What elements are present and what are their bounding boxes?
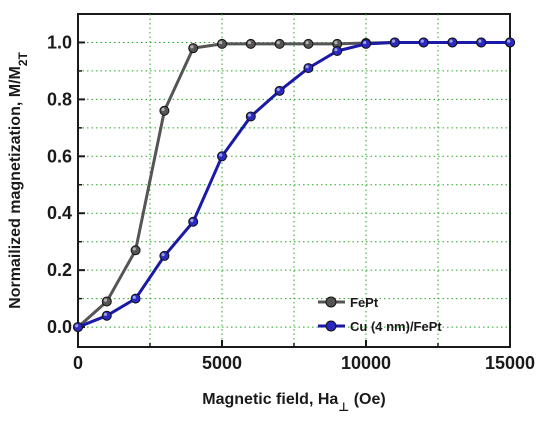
data-point-cu-fept [73, 322, 83, 333]
data-point-cu-fept [389, 37, 400, 48]
data-point-highlight-cu-fept [507, 39, 511, 43]
legend-marker-cu-fept [325, 320, 337, 332]
y-tick-label: 0.8 [47, 89, 72, 109]
data-point-highlight-cu-fept [103, 312, 108, 316]
data-point-fept [130, 245, 141, 256]
data-point-fept [274, 38, 285, 49]
data-point-highlight-fept [103, 298, 108, 302]
data-point-highlight-cu-fept [334, 48, 338, 52]
legend-label-fept: FePt [350, 295, 379, 310]
data-point-cu-fept [101, 310, 112, 321]
data-point-cu-fept [245, 111, 256, 122]
data-point-cu-fept [303, 63, 314, 74]
data-point-highlight-fept [334, 40, 338, 45]
legend-label-cu-fept: Cu (4 nm)/FePt [350, 319, 442, 334]
data-point-highlight-fept [247, 40, 252, 45]
data-point-highlight-cu-fept [305, 65, 309, 69]
data-point-highlight-fept [276, 40, 280, 45]
data-point-cu-fept [274, 85, 285, 96]
y-tick-label: 0.4 [47, 203, 72, 223]
y-axis-title: Normailized magnetization, M/M2T [7, 51, 30, 308]
data-point-cu-fept [447, 37, 458, 48]
data-point-cu-fept [159, 250, 170, 261]
data-point-highlight-fept [161, 107, 165, 112]
data-point-highlight-cu-fept [247, 113, 252, 117]
y-axis-title-sub: 2T [16, 51, 30, 66]
data-point-highlight-cu-fept [132, 295, 136, 299]
x-axis-title-main: Magnetic field, Ha [202, 391, 338, 408]
data-point-highlight-cu-fept [391, 39, 396, 43]
data-point-cu-fept [188, 216, 199, 227]
data-point-cu-fept [130, 293, 141, 304]
axis-ticks: 0 5000 10000 15000 0.0 0.2 0.4 0.6 0.8 1.0 [47, 32, 535, 373]
data-point-highlight-cu-fept [449, 39, 453, 43]
x-tick-label: 15000 [485, 353, 535, 373]
y-axis-title-main: Normailized magnetization, M/M [7, 66, 24, 309]
y-tick-label: 0.0 [47, 317, 72, 337]
data-point-cu-fept [361, 38, 371, 49]
data-point-cu-fept [418, 37, 429, 48]
data-point-highlight-fept [219, 40, 223, 45]
data-point-fept [159, 105, 170, 116]
data-point-cu-fept [476, 37, 487, 48]
data-point-highlight-cu-fept [190, 218, 194, 223]
y-tick-label: 0.6 [47, 146, 72, 166]
y-tick-label: 1.0 [47, 32, 72, 52]
x-axis-title: Magnetic field, Ha⊥ (Oe) [202, 391, 385, 414]
data-point-highlight-cu-fept [420, 39, 424, 43]
data-point-cu-fept [217, 151, 227, 162]
x-axis-title-symbol: ⊥ [338, 400, 349, 414]
data-point-highlight-fept [190, 45, 194, 49]
x-tick-label: 0 [73, 353, 83, 373]
data-point-fept [188, 43, 199, 54]
data-point-highlight-cu-fept [161, 253, 165, 257]
data-series [73, 37, 515, 333]
data-point-fept [217, 38, 227, 49]
grid-lines [78, 14, 510, 347]
x-axis-title-unit: (Oe) [349, 391, 385, 408]
data-point-highlight-fept [132, 247, 136, 251]
data-point-highlight-fept [305, 40, 309, 45]
data-point-fept [303, 38, 314, 49]
legend: FePt Cu (4 nm)/FePt [318, 295, 442, 334]
data-point-cu-fept [505, 37, 515, 48]
data-point-highlight-cu-fept [276, 87, 280, 92]
legend-marker-fept [325, 296, 337, 308]
data-point-fept [245, 38, 256, 49]
x-tick-label: 10000 [341, 353, 391, 373]
data-point-highlight-cu-fept [75, 324, 79, 328]
data-point-highlight-cu-fept [363, 40, 367, 45]
data-point-fept [101, 296, 112, 307]
series-line-cu-fept [77, 40, 510, 329]
data-point-cu-fept [332, 46, 343, 56]
data-point-highlight-cu-fept [478, 39, 482, 43]
x-tick-label: 5000 [202, 353, 242, 373]
data-point-highlight-cu-fept [219, 153, 223, 157]
y-tick-label: 0.2 [47, 260, 72, 280]
